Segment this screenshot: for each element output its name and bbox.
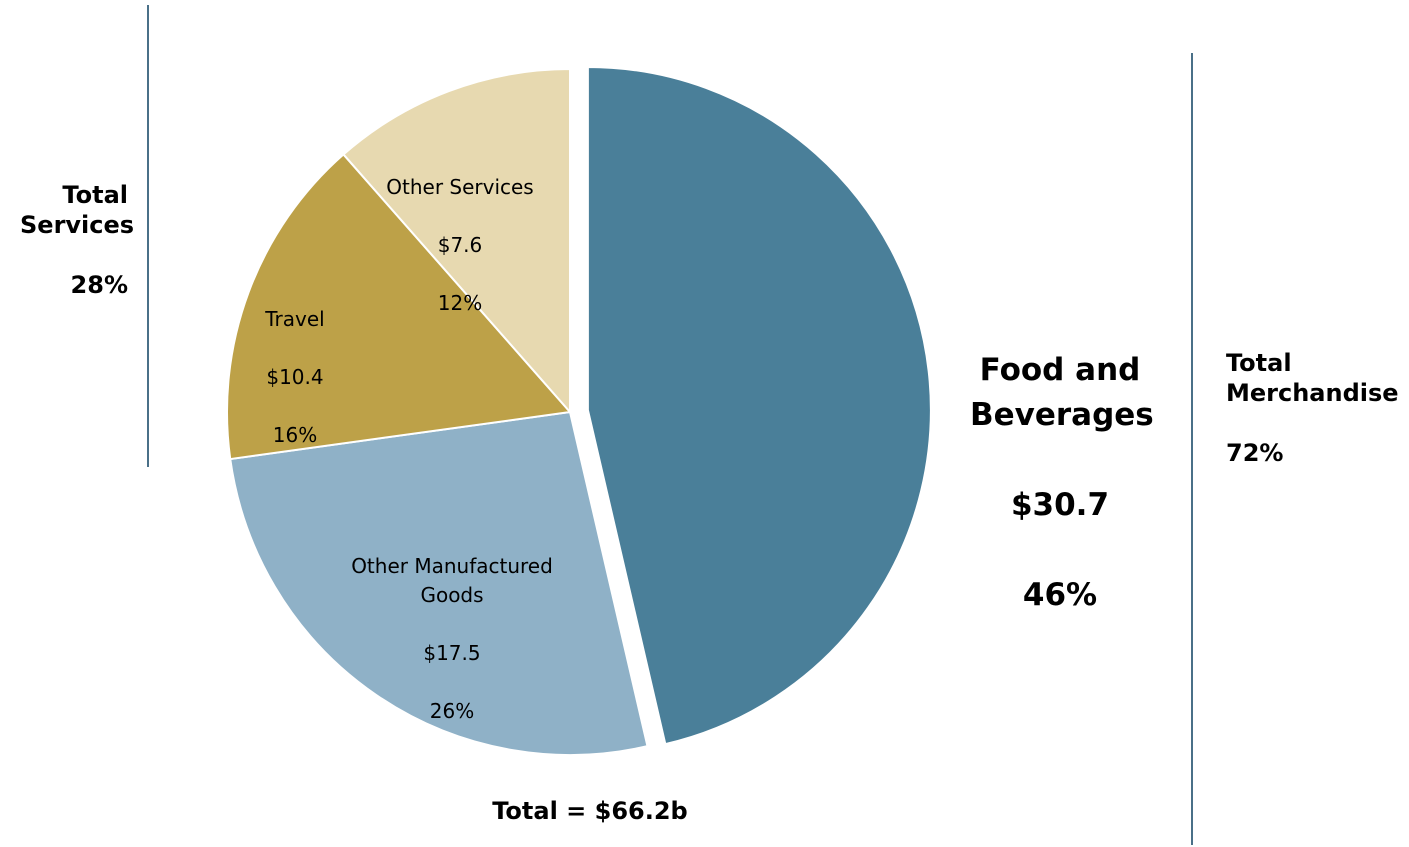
slice-label-food-and-beverages: Food and Beverages $30.7 46% — [970, 303, 1150, 663]
slice-name-travel: Travel — [230, 305, 360, 334]
group-name-services: Total Services — [20, 180, 128, 240]
group-label-services: Total Services 28% — [20, 150, 128, 330]
slice-value-other-manufactured-goods: $17.5 — [322, 639, 582, 668]
pie-slice-food-and-beverages — [588, 67, 931, 744]
slice-percent-other-manufactured-goods: 26% — [322, 697, 582, 726]
group-name-merchandise: Total Merchandise — [1226, 348, 1406, 408]
slice-label-travel: Travel $10.4 16% — [230, 276, 360, 479]
group-percent-merchandise: 72% — [1226, 438, 1406, 468]
group-percent-services: 28% — [20, 270, 128, 300]
services-bracket-line — [147, 5, 149, 467]
slice-percent-other-services: 12% — [360, 289, 560, 318]
total-label: Total = $66.2b — [440, 797, 740, 825]
slice-value-travel: $10.4 — [230, 363, 360, 392]
slice-name-food-and-beverages: Food and Beverages — [970, 348, 1150, 438]
merchandise-bracket-line — [1191, 53, 1193, 845]
slice-name-other-manufactured-goods: Other Manufactured Goods — [332, 552, 572, 610]
slice-value-food-and-beverages: $30.7 — [970, 483, 1150, 528]
slice-value-other-services: $7.6 — [360, 231, 560, 260]
slice-percent-travel: 16% — [230, 421, 360, 450]
group-label-merchandise: Total Merchandise 72% — [1226, 318, 1406, 498]
slice-label-other-manufactured-goods: Other Manufactured Goods $17.5 26% — [322, 523, 582, 755]
slice-percent-food-and-beverages: 46% — [970, 573, 1150, 618]
slice-label-other-services: Other Services $7.6 12% — [360, 144, 560, 347]
slice-name-other-services: Other Services — [360, 173, 560, 202]
